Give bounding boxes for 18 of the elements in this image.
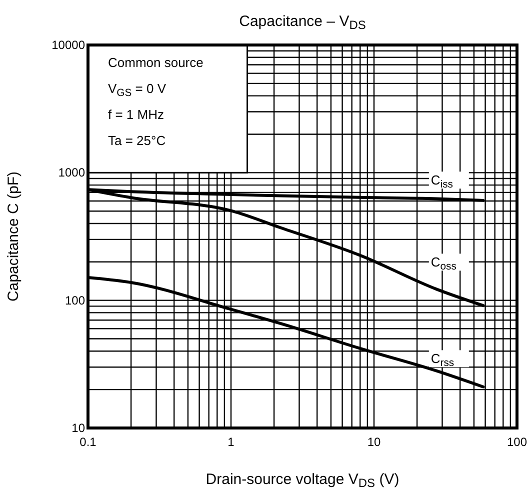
x-tick-label: 100 (506, 435, 528, 449)
x-axis-title: Drain-source voltage V$_{DS}$ (V) (206, 471, 400, 490)
series-label: C$_{iss}$ (430, 172, 453, 190)
annotation: V$_{GS}$ = 0 V (108, 81, 166, 98)
y-tick-label: 100 (64, 293, 86, 308)
annotation: f = 1 MHz (108, 107, 164, 122)
y-tick-label: 10 (72, 421, 86, 435)
chart-title: Capacitance – V$_{DS}$ (239, 13, 366, 32)
y-axis-title: Capacitance C (pF) (5, 171, 22, 302)
series-label: C$_{rss}$ (430, 351, 454, 369)
x-tick-label: 0.1 (80, 435, 97, 449)
annotation: Common source (108, 55, 204, 70)
annotation: Ta = 25°C (108, 133, 166, 148)
y-tick-label: 1000 (58, 166, 86, 180)
series-label: C$_{oss}$ (430, 254, 456, 272)
x-tick-label: 1 (228, 435, 235, 449)
x-tick-label: 10 (367, 435, 381, 449)
y-tick-label: 10000 (52, 38, 86, 52)
